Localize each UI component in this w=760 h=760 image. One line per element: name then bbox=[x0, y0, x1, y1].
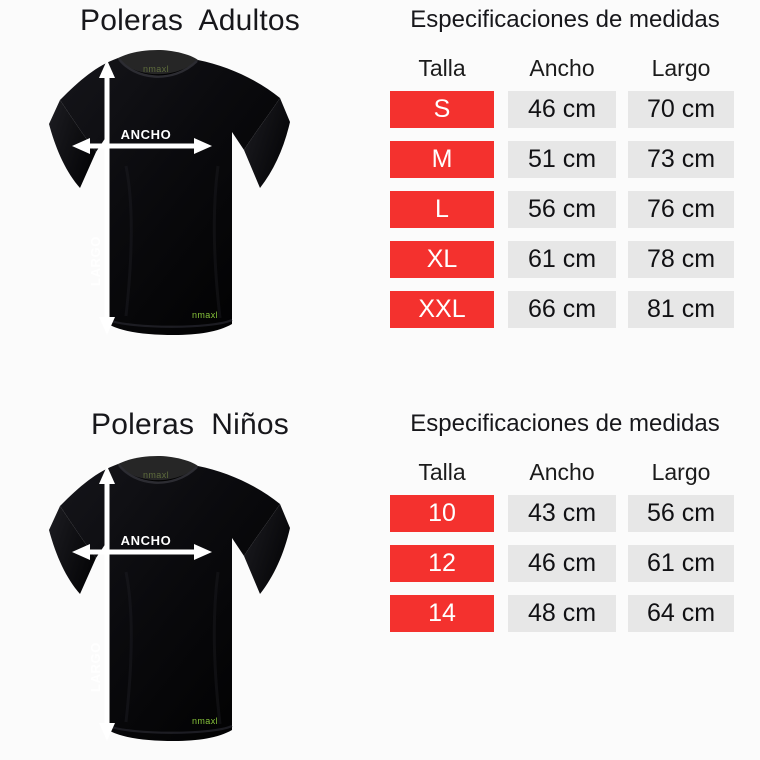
cell-size: XL bbox=[390, 240, 494, 278]
cell-largo: 73 cm bbox=[628, 140, 734, 178]
cell-ancho: 66 cm bbox=[508, 290, 616, 328]
table-row: S 46 cm 70 cm bbox=[390, 84, 740, 134]
table-row: 10 43 cm 56 cm bbox=[390, 488, 740, 538]
tshirt-diagram-adults: nmaxl nmaxl ANCHO LARGO bbox=[22, 46, 322, 346]
column-header-talla: Talla bbox=[418, 54, 466, 81]
kids-illustration-column: Poleras Niños bbox=[0, 380, 380, 760]
cell-largo: 61 cm bbox=[628, 544, 734, 582]
page-title-adults: Poleras Adultos bbox=[80, 4, 300, 37]
cell-size: S bbox=[390, 90, 494, 128]
column-header-ancho: Ancho bbox=[529, 54, 595, 81]
table-row: M 51 cm 73 cm bbox=[390, 134, 740, 184]
cell-ancho: 56 cm bbox=[508, 190, 616, 228]
cell-ancho: 43 cm bbox=[508, 494, 616, 532]
brand-logo-neck: nmaxl bbox=[143, 64, 169, 74]
cell-size: L bbox=[390, 190, 494, 228]
brand-logo-hem: nmaxl bbox=[192, 716, 218, 726]
table-row: XXL 66 cm 81 cm bbox=[390, 284, 740, 334]
table-row: 12 46 cm 61 cm bbox=[390, 538, 740, 588]
ancho-label: ANCHO bbox=[121, 127, 172, 142]
cell-size: XXL bbox=[390, 290, 494, 328]
largo-label: LARGO bbox=[88, 642, 103, 692]
column-header-largo: Largo bbox=[651, 54, 711, 81]
cell-size: 10 bbox=[390, 494, 494, 532]
table-header-adults: Talla Ancho Largo bbox=[390, 52, 740, 84]
cell-size: M bbox=[390, 140, 494, 178]
cell-largo: 64 cm bbox=[628, 594, 734, 632]
cell-size: 14 bbox=[390, 594, 494, 632]
cell-ancho: 61 cm bbox=[508, 240, 616, 278]
table-row: 14 48 cm 64 cm bbox=[390, 588, 740, 638]
kids-table-column: Especificaciones de medidas Talla Ancho … bbox=[380, 380, 760, 760]
column-header-largo: Largo bbox=[651, 458, 711, 485]
column-header-talla: Talla bbox=[418, 458, 466, 485]
cell-ancho: 48 cm bbox=[508, 594, 616, 632]
brand-logo-hem: nmaxl bbox=[192, 310, 218, 320]
largo-label: LARGO bbox=[88, 236, 103, 286]
column-header-ancho: Ancho bbox=[529, 458, 595, 485]
spec-caption-kids: Especificaciones de medidas bbox=[410, 410, 720, 437]
table-row: L 56 cm 76 cm bbox=[390, 184, 740, 234]
spec-caption-adults: Especificaciones de medidas bbox=[410, 6, 720, 33]
section-adults: Poleras Adultos bbox=[0, 0, 760, 380]
cell-largo: 78 cm bbox=[628, 240, 734, 278]
cell-largo: 56 cm bbox=[628, 494, 734, 532]
size-table-kids: Talla Ancho Largo 10 43 cm 56 cm 12 46 c… bbox=[390, 456, 740, 638]
table-header-kids: Talla Ancho Largo bbox=[390, 456, 740, 488]
adults-illustration-column: Poleras Adultos bbox=[0, 0, 380, 380]
table-row: XL 61 cm 78 cm bbox=[390, 234, 740, 284]
brand-logo-neck: nmaxl bbox=[143, 470, 169, 480]
cell-size: 12 bbox=[390, 544, 494, 582]
page-title-kids: Poleras Niños bbox=[91, 408, 289, 441]
cell-largo: 81 cm bbox=[628, 290, 734, 328]
cell-largo: 70 cm bbox=[628, 90, 734, 128]
cell-ancho: 46 cm bbox=[508, 90, 616, 128]
tshirt-icon: nmaxl nmaxl ANCHO LARGO bbox=[49, 456, 290, 741]
tshirt-icon: nmaxl nmaxl ANCHO LARGO bbox=[49, 50, 290, 335]
adults-table-column: Especificaciones de medidas Talla Ancho … bbox=[380, 0, 760, 380]
cell-largo: 76 cm bbox=[628, 190, 734, 228]
section-kids: Poleras Niños bbox=[0, 380, 760, 760]
cell-ancho: 51 cm bbox=[508, 140, 616, 178]
cell-ancho: 46 cm bbox=[508, 544, 616, 582]
tshirt-diagram-kids: nmaxl nmaxl ANCHO LARGO bbox=[22, 452, 322, 752]
ancho-label: ANCHO bbox=[121, 533, 172, 548]
size-table-adults: Talla Ancho Largo S 46 cm 70 cm M 51 cm … bbox=[390, 52, 740, 334]
